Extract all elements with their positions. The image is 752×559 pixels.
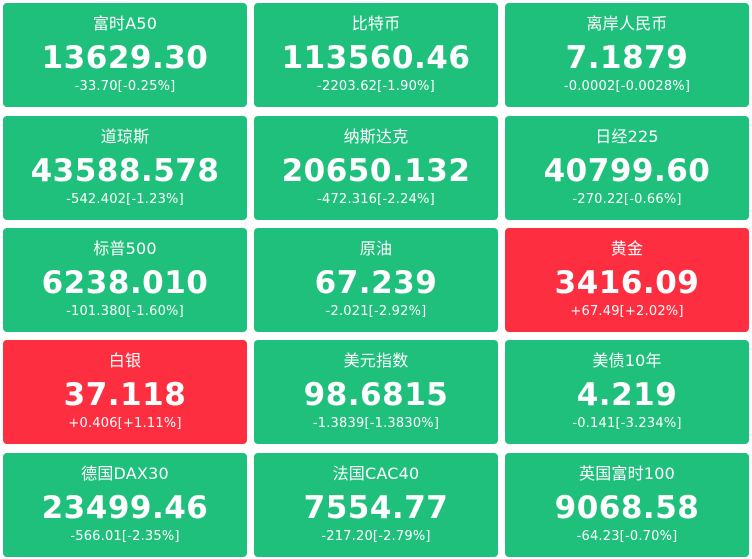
quote-name: 日经225 (595, 127, 659, 146)
quote-tile-offshore-rmb[interactable]: 离岸人民币 7.1879 -0.0002[-0.0028%] (505, 3, 749, 107)
quote-price: 67.239 (314, 265, 438, 301)
quote-name: 德国DAX30 (81, 464, 169, 483)
quote-price: 4.219 (576, 377, 678, 413)
quote-change: -542.402[-1.23%] (66, 192, 184, 207)
quote-price: 98.6815 (303, 377, 449, 413)
quote-tile-sp-500[interactable]: 标普500 6238.010 -101.380[-1.60%] (3, 228, 247, 332)
quote-price: 9068.58 (554, 490, 700, 526)
quote-change: -472.316[-2.24%] (317, 192, 435, 207)
quote-tile-uk-ftse-100[interactable]: 英国富时100 9068.58 -64.23[-0.70%] (505, 453, 749, 557)
quote-price: 6238.010 (41, 265, 209, 301)
quote-change: +0.406[+1.11%] (68, 416, 182, 431)
quote-tile-silver[interactable]: 白银 37.118 +0.406[+1.11%] (3, 340, 247, 444)
quote-name: 美元指数 (343, 351, 409, 370)
quote-change: -33.70[-0.25%] (74, 79, 176, 94)
quote-tile-dow-jones[interactable]: 道琼斯 43588.578 -542.402[-1.23%] (3, 116, 247, 220)
quote-change: -2.021[-2.92%] (325, 304, 427, 319)
quote-price: 113560.46 (281, 40, 471, 76)
quote-change: -270.22[-0.66%] (572, 192, 682, 207)
quote-name: 美债10年 (592, 351, 662, 370)
quote-name: 法国CAC40 (332, 464, 420, 483)
quote-name: 离岸人民币 (586, 14, 668, 33)
quote-tile-nasdaq[interactable]: 纳斯达克 20650.132 -472.316[-2.24%] (254, 116, 498, 220)
quote-tile-us-10y-treasury[interactable]: 美债10年 4.219 -0.141[-3.234%] (505, 340, 749, 444)
quote-tile-crude-oil[interactable]: 原油 67.239 -2.021[-2.92%] (254, 228, 498, 332)
quote-price: 20650.132 (281, 153, 471, 189)
quote-name: 白银 (108, 351, 142, 370)
quote-price: 43588.578 (30, 153, 220, 189)
quote-name: 富时A50 (92, 14, 158, 33)
quote-change: -0.0002[-0.0028%] (563, 79, 691, 94)
quote-change: -217.20[-2.79%] (321, 529, 431, 544)
quote-change: -101.380[-1.60%] (66, 304, 184, 319)
quote-name: 纳斯达克 (343, 127, 409, 146)
quote-name: 比特币 (351, 14, 401, 33)
quote-tile-bitcoin[interactable]: 比特币 113560.46 -2203.62[-1.90%] (254, 3, 498, 107)
quote-change: -566.01[-2.35%] (70, 529, 180, 544)
quote-price: 40799.60 (543, 153, 711, 189)
quote-price: 7554.77 (303, 490, 449, 526)
quote-tile-nikkei-225[interactable]: 日经225 40799.60 -270.22[-0.66%] (505, 116, 749, 220)
quote-price: 13629.30 (41, 40, 209, 76)
quote-price: 7.1879 (565, 40, 689, 76)
quote-tile-germany-dax30[interactable]: 德国DAX30 23499.46 -566.01[-2.35%] (3, 453, 247, 557)
quote-change: +67.49[+2.02%] (570, 304, 684, 319)
quote-tile-gold[interactable]: 黄金 3416.09 +67.49[+2.02%] (505, 228, 749, 332)
quote-name: 道琼斯 (100, 127, 150, 146)
quote-change: -64.23[-0.70%] (576, 529, 678, 544)
quote-change: -1.3839[-1.3830%] (312, 416, 440, 431)
quote-tile-france-cac40[interactable]: 法国CAC40 7554.77 -217.20[-2.79%] (254, 453, 498, 557)
quote-name: 原油 (359, 239, 393, 258)
quote-price: 3416.09 (554, 265, 700, 301)
quote-name: 标普500 (93, 239, 157, 258)
quote-name: 英国富时100 (579, 464, 675, 483)
quote-price: 37.118 (63, 377, 187, 413)
quote-change: -2203.62[-1.90%] (317, 79, 435, 94)
quote-tile-ftse-china-a50[interactable]: 富时A50 13629.30 -33.70[-0.25%] (3, 3, 247, 107)
quote-price: 23499.46 (41, 490, 209, 526)
quote-name: 黄金 (610, 239, 644, 258)
quote-tile-us-dollar-index[interactable]: 美元指数 98.6815 -1.3839[-1.3830%] (254, 340, 498, 444)
quote-change: -0.141[-3.234%] (572, 416, 682, 431)
